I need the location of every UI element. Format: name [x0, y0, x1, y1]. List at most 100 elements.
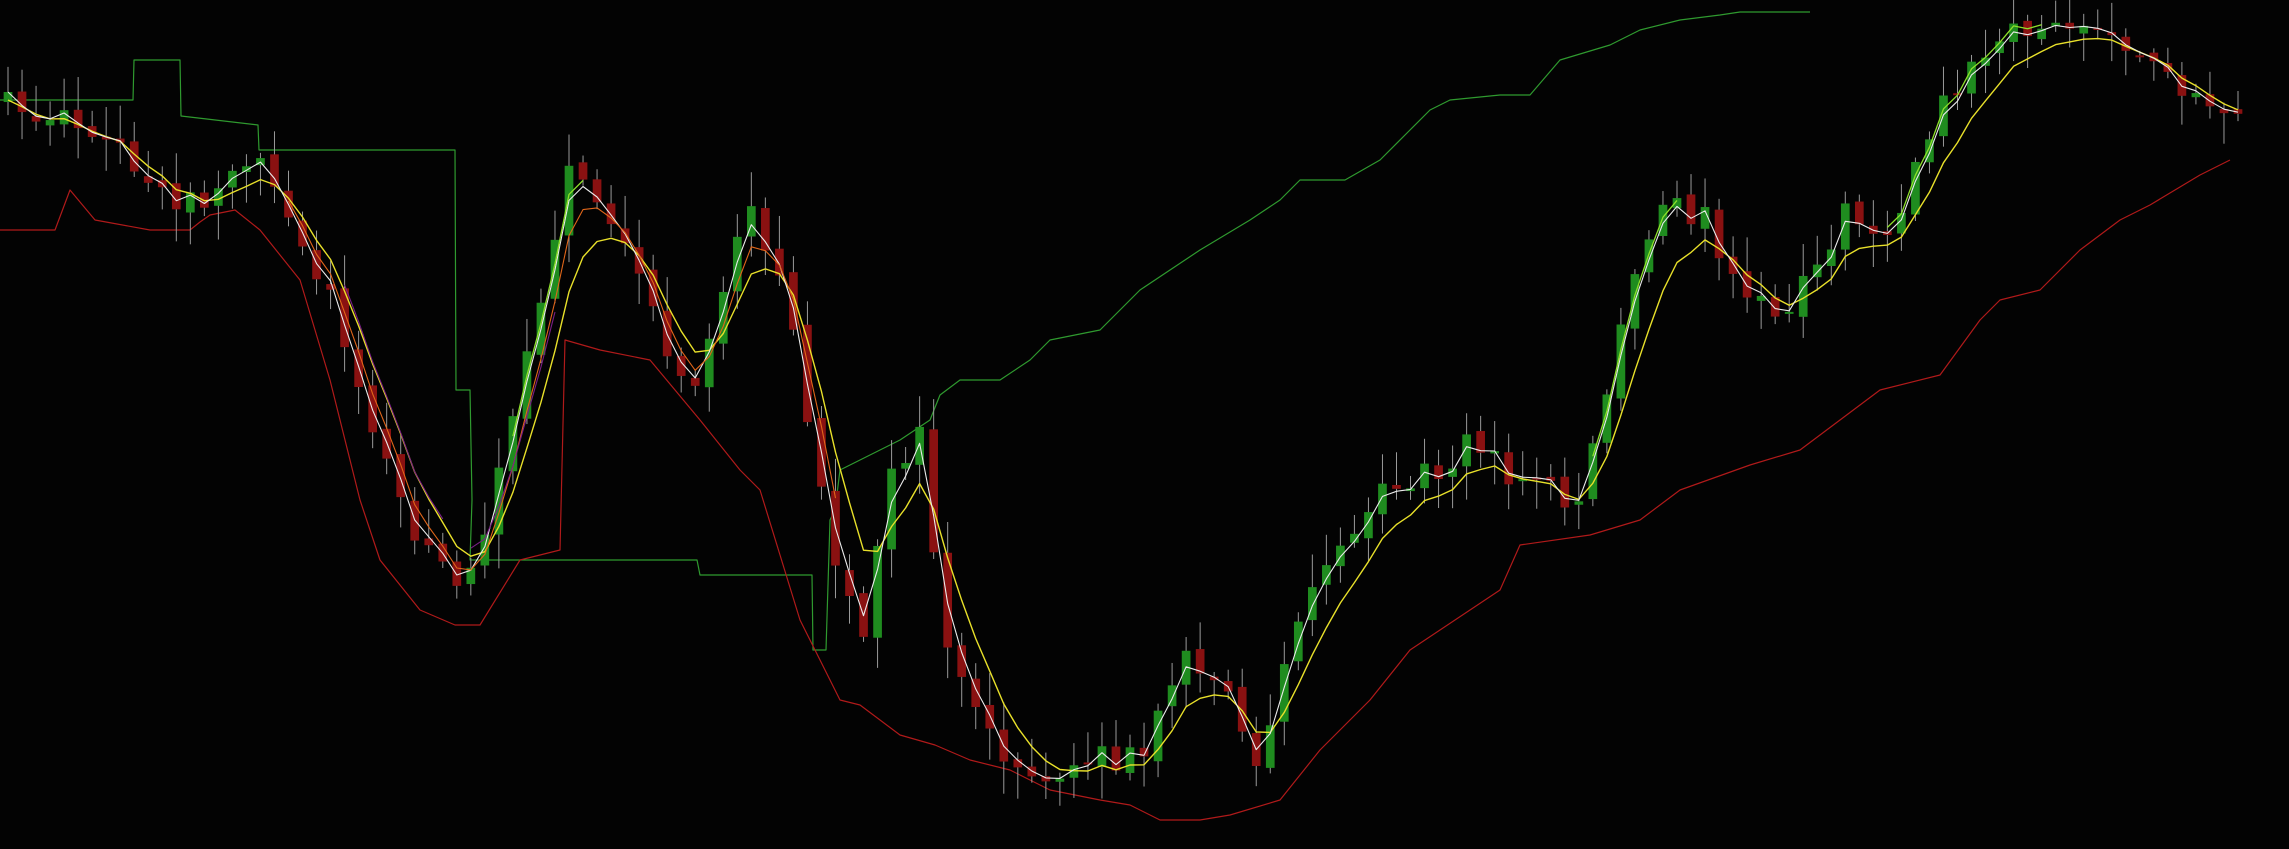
candle [1756, 271, 1766, 329]
lower-channel-line [0, 159, 2231, 821]
candle [1854, 194, 1864, 238]
candle [1167, 662, 1177, 729]
candle [1448, 445, 1457, 509]
candle-body-bull [242, 166, 251, 173]
candle-body-bear [1742, 271, 1752, 298]
candle-body-bear [620, 228, 630, 244]
candle-body-bear [971, 678, 981, 708]
candle-body-bull [901, 463, 910, 469]
candle [73, 77, 83, 159]
candle-body-bull [704, 338, 714, 388]
candle [1237, 668, 1247, 742]
candle [2065, 0, 2075, 48]
candle-body-bear [2233, 109, 2243, 114]
candle [480, 502, 490, 579]
candle [1995, 28, 2004, 75]
candle-body-bull [1378, 483, 1387, 515]
candle-body-bull [1700, 207, 1710, 229]
candle-body-bull [887, 468, 896, 550]
candle [1897, 184, 1906, 251]
candle-body-bear [1013, 759, 1023, 768]
candle [522, 318, 532, 425]
candle-body-bear [957, 645, 967, 677]
candle-body-bull [2191, 93, 2201, 98]
candle-body-bull [1784, 311, 1794, 314]
candle [1504, 433, 1514, 510]
candle-body-bull [718, 291, 728, 344]
purple-line-b [470, 311, 556, 549]
candle-body-bear [1083, 762, 1093, 765]
candle [228, 164, 237, 209]
candle-body-bull [1672, 198, 1682, 209]
candle-body-bull [1307, 587, 1317, 621]
candle-body-bull [746, 206, 756, 237]
candle-body-bull [228, 170, 237, 188]
candle [1518, 451, 1528, 496]
candle-body-bull [466, 567, 476, 585]
candle [270, 131, 279, 204]
candle-body-bull [1350, 533, 1359, 543]
candle-body-bull [1462, 434, 1471, 467]
indicator-lines [0, 11, 2231, 821]
candle-body-bear [690, 377, 700, 386]
candle [2121, 28, 2131, 76]
candle-body-bear [2107, 32, 2117, 36]
candle-body-bull [1322, 565, 1331, 585]
candle-body-bear [1532, 477, 1542, 480]
candle [761, 197, 770, 276]
candle-body-bear [17, 91, 27, 113]
candle-body-bull [732, 236, 742, 292]
candle [1153, 703, 1163, 778]
candle-body-bull [1055, 778, 1065, 782]
candle-body-bear [1728, 256, 1738, 274]
candle-body-bull [1448, 468, 1457, 477]
white-line [7, 24, 2239, 779]
candle [2079, 13, 2089, 61]
candle-body-bear [761, 208, 770, 251]
candle [1546, 464, 1556, 501]
candle-body-bear [31, 116, 41, 122]
candle [1574, 472, 1584, 530]
candle-body-bear [1237, 686, 1247, 732]
candle-body-bear [1854, 201, 1864, 225]
candle [1434, 449, 1443, 509]
candle [1364, 497, 1373, 561]
candle-body-bull [1981, 57, 1990, 66]
candle-body-bull [494, 467, 504, 535]
candle-body-bear [1504, 452, 1514, 485]
candle [1462, 413, 1471, 500]
yellow-line [7, 37, 2239, 772]
overlay-lines [7, 24, 2239, 779]
candle [101, 106, 111, 171]
candle-body-bull [480, 534, 490, 566]
candle [1672, 180, 1682, 217]
candle [845, 554, 854, 624]
candle [1616, 307, 1626, 411]
candle [1125, 734, 1135, 781]
candle-body-bear [1476, 431, 1485, 453]
candle [143, 150, 153, 193]
lime-line-1 [1592, 199, 1678, 457]
candle-body-bear [1434, 465, 1443, 480]
candle [1770, 284, 1780, 325]
candle-body-bear [648, 269, 658, 307]
candle-body-bull [1658, 204, 1668, 236]
candle-body-bear [929, 429, 939, 553]
candle [1784, 284, 1794, 323]
candle-body-bull [1490, 451, 1500, 454]
candle-body-bear [1195, 649, 1205, 674]
candle [901, 447, 910, 481]
candle-body-bear [606, 203, 616, 225]
candle-body-bull [1364, 512, 1373, 539]
candle [45, 101, 55, 146]
candle-body-bull [1995, 41, 2004, 54]
candle [31, 85, 41, 131]
candle-body-bear [396, 454, 406, 498]
candle [2051, 0, 2061, 32]
candle [1336, 527, 1345, 583]
candle-body-bull [1420, 463, 1429, 489]
candle [59, 78, 69, 138]
candle-body-bear [676, 355, 686, 376]
